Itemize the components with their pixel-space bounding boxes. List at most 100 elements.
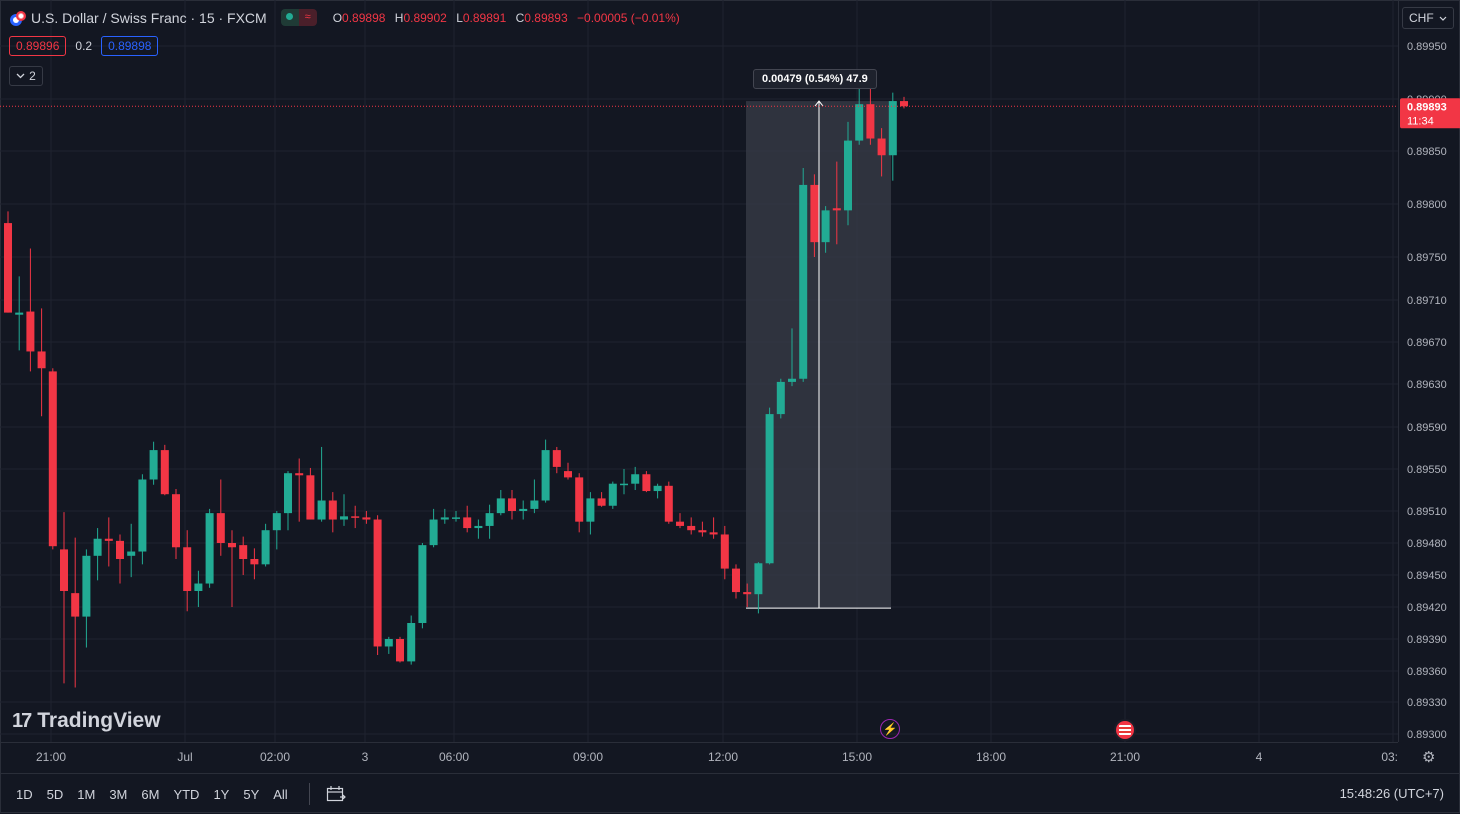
range-5y[interactable]: 5Y — [243, 786, 260, 802]
candle-body[interactable] — [519, 508, 528, 511]
candle-body[interactable] — [642, 474, 651, 492]
candle-body[interactable] — [71, 593, 80, 617]
candle-body[interactable] — [351, 516, 360, 518]
gear-icon[interactable]: ⚙ — [1422, 749, 1436, 766]
candle-body[interactable] — [284, 473, 292, 514]
candle-body[interactable] — [877, 138, 886, 156]
candle-body[interactable] — [15, 312, 24, 315]
candle-body[interactable] — [440, 517, 449, 520]
candle-body[interactable] — [306, 475, 315, 520]
candle-body[interactable] — [575, 477, 584, 522]
candle-body[interactable] — [496, 498, 505, 514]
range-1y[interactable]: 1Y — [213, 786, 230, 802]
candle-body[interactable] — [799, 184, 808, 379]
candle-body[interactable] — [340, 516, 348, 520]
sell-price-button[interactable]: 0.89896 — [9, 36, 67, 56]
timezone-clock[interactable]: 15:48:26 (UTC+7) — [1339, 786, 1444, 801]
candle-body[interactable] — [732, 568, 740, 593]
candle-body[interactable] — [687, 525, 696, 531]
candle-body[interactable] — [4, 223, 12, 313]
price-axis[interactable]: 0.899500.899000.898500.898000.897500.897… — [1398, 0, 1460, 742]
candle-body[interactable] — [754, 563, 763, 595]
candle-body[interactable] — [832, 208, 841, 211]
candle-body[interactable] — [373, 519, 382, 647]
candle-body[interactable] — [463, 517, 472, 529]
candle-body[interactable] — [653, 485, 662, 492]
candle-body[interactable] — [452, 517, 460, 519]
candle-body[interactable] — [362, 517, 371, 520]
candle-body[interactable] — [93, 538, 102, 556]
candle-body[interactable] — [709, 532, 718, 535]
candle-body[interactable] — [821, 210, 830, 243]
candle-body[interactable] — [60, 549, 68, 591]
candle-body[interactable] — [844, 140, 852, 211]
candle-body[interactable] — [597, 498, 606, 506]
range-6m[interactable]: 6M — [141, 786, 160, 802]
candle-body[interactable] — [407, 623, 416, 662]
candle-body[interactable] — [205, 513, 214, 584]
candle-body[interactable] — [183, 547, 192, 591]
candle-body[interactable] — [116, 540, 124, 559]
tradingview-logo[interactable]: 17 TradingView — [12, 709, 161, 733]
candle-body[interactable] — [810, 184, 819, 243]
candle-body[interactable] — [676, 521, 684, 526]
buy-price-button[interactable]: 0.89898 — [101, 36, 159, 56]
candle-body[interactable] — [743, 592, 752, 595]
candle-body[interactable] — [698, 530, 707, 533]
indicators-toggle-button[interactable]: 2 — [9, 66, 43, 86]
candle-body[interactable] — [866, 104, 875, 139]
currency-button[interactable]: CHF — [1402, 7, 1454, 29]
us-flag-icon[interactable] — [1114, 719, 1136, 741]
candle-body[interactable] — [82, 555, 91, 617]
time-axis[interactable]: 21:00 Jul 02:00 3 06:00 09:00 12:00 15:00 18:00 2… — [0, 742, 1398, 773]
data-status-icon[interactable]: ≈ — [280, 9, 317, 26]
candle-body[interactable] — [216, 513, 225, 543]
candle-body[interactable] — [474, 525, 483, 529]
candle-body[interactable] — [586, 498, 595, 522]
candle-body[interactable] — [160, 450, 169, 495]
candle-body[interactable] — [765, 414, 774, 564]
symbol-title[interactable]: U.S. Dollar / Swiss Franc · 15 · FXCM — [31, 9, 267, 26]
candle-body[interactable] — [631, 474, 640, 484]
candle-body[interactable] — [720, 534, 729, 569]
candle-body[interactable] — [26, 311, 35, 352]
candle-body[interactable] — [552, 450, 561, 467]
candle-body[interactable] — [317, 500, 326, 520]
candle-body[interactable] — [664, 485, 673, 522]
candle-body[interactable] — [127, 551, 136, 556]
candle-body[interactable] — [138, 479, 147, 552]
candle-body[interactable] — [239, 545, 248, 559]
candle-body[interactable] — [855, 104, 864, 141]
candle-body[interactable] — [418, 545, 427, 623]
candle-body[interactable] — [788, 378, 796, 382]
lightning-icon[interactable]: ⚡ — [880, 719, 900, 739]
candle-body[interactable] — [384, 639, 393, 647]
candle-body[interactable] — [888, 101, 897, 156]
range-1m[interactable]: 1M — [77, 786, 96, 802]
candle-body[interactable] — [37, 351, 46, 369]
candle-body[interactable] — [48, 371, 57, 547]
range-all[interactable]: All — [273, 786, 288, 802]
candle-body[interactable] — [328, 500, 337, 520]
candle-body[interactable] — [295, 473, 304, 476]
candle-body[interactable] — [250, 559, 259, 565]
candle-body[interactable] — [900, 101, 908, 107]
candle-body[interactable] — [429, 519, 438, 546]
candle-body[interactable] — [620, 483, 628, 486]
candle-body[interactable] — [508, 498, 516, 511]
calendar-button[interactable] — [308, 783, 346, 805]
candle-body[interactable] — [564, 471, 572, 478]
candle-body[interactable] — [149, 450, 158, 480]
candle-body[interactable] — [608, 483, 617, 506]
candle-body[interactable] — [776, 381, 785, 415]
candle-body[interactable] — [541, 450, 550, 501]
range-ytd[interactable]: YTD — [173, 786, 200, 802]
candle-body[interactable] — [272, 513, 281, 531]
candle-body[interactable] — [194, 583, 203, 591]
candle-body[interactable] — [172, 494, 180, 548]
range-3m[interactable]: 3M — [109, 786, 128, 802]
range-1d[interactable]: 1D — [16, 786, 33, 802]
candle-body[interactable] — [530, 500, 539, 509]
candle-body[interactable] — [104, 538, 113, 541]
candle-body[interactable] — [396, 639, 404, 662]
